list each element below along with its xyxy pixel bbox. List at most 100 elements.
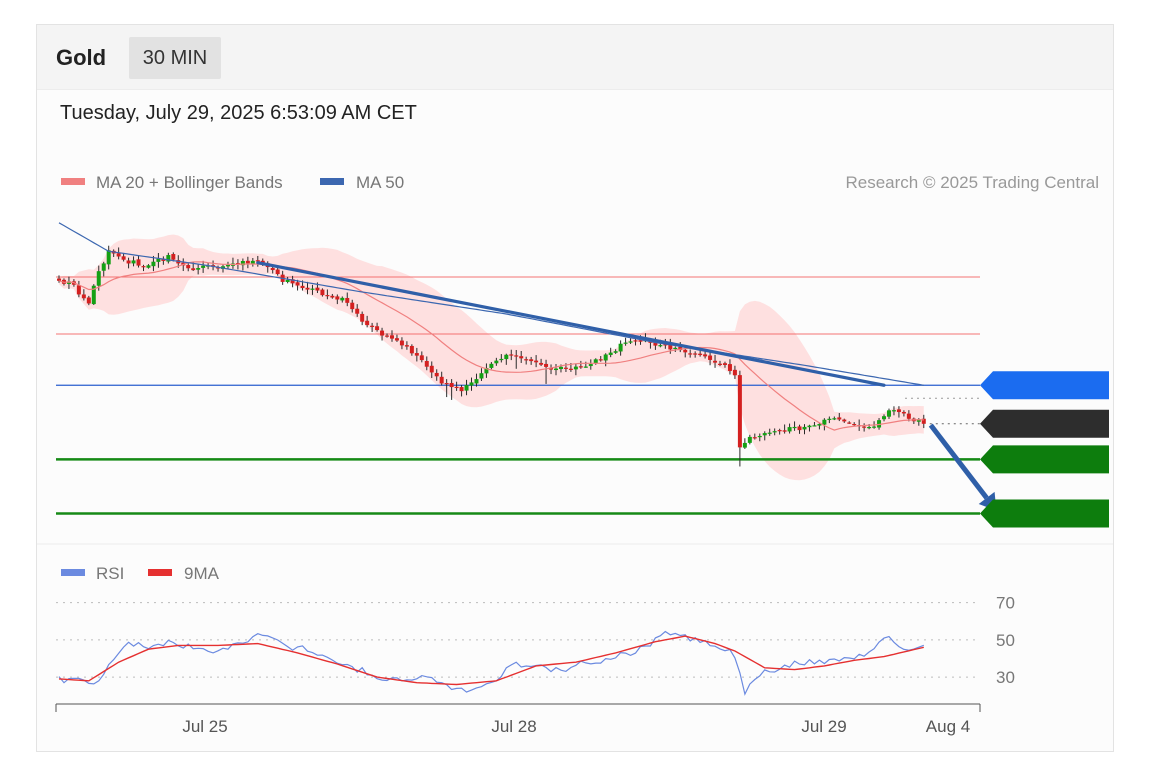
candle-body (737, 375, 742, 448)
price-candle (146, 264, 151, 269)
price-candle (285, 276, 290, 284)
price-candle (131, 256, 136, 267)
level-pivot-3327-00-tag (980, 371, 1109, 400)
candle-body (385, 335, 390, 337)
price-candle (891, 406, 896, 416)
price-candle (787, 423, 792, 434)
x-tick-label: Aug 4 (926, 717, 970, 736)
candle-body (524, 359, 529, 361)
price-candle (469, 377, 474, 391)
price-candle (57, 275, 61, 283)
candle-body (529, 359, 534, 362)
candle-body (355, 308, 360, 314)
candle-body (539, 362, 544, 365)
candle-body (375, 326, 380, 331)
price-candle (295, 279, 300, 291)
candle-body (499, 358, 504, 361)
candle-body (558, 366, 563, 370)
price-candle (186, 263, 191, 272)
candle-body (141, 266, 146, 268)
candle-body (186, 265, 191, 269)
price-candle (519, 350, 524, 363)
price-candle (588, 359, 593, 370)
price-candle (250, 257, 255, 267)
price-level-layer (56, 276, 980, 515)
price-candle (678, 342, 683, 353)
price-candle (817, 422, 822, 430)
price-candle (618, 340, 623, 356)
candle-body (797, 426, 802, 431)
rsi-ma-line (58, 635, 924, 686)
candle-body (901, 411, 906, 414)
candle-body (305, 287, 310, 290)
price-candle (201, 260, 206, 273)
candle-body (767, 432, 772, 434)
price-candle (305, 281, 310, 295)
price-candle (489, 362, 494, 370)
bollinger-band-layer (59, 234, 924, 481)
candle-body (260, 260, 265, 263)
candle-body (136, 259, 141, 266)
price-candle (713, 354, 718, 368)
price-candle (598, 356, 603, 362)
candle-body (101, 263, 106, 271)
candle-body (752, 437, 757, 439)
x-axis-layer: Jul 25 Jul 28 Jul 29 Aug 4 (55, 703, 981, 736)
price-candle (837, 412, 842, 422)
timeframe-badge[interactable]: 30 MIN (129, 37, 221, 79)
candle-body (578, 366, 583, 368)
candle-body (593, 359, 598, 364)
candle-body (131, 260, 136, 264)
price-candle (882, 414, 887, 422)
candle-body (96, 271, 101, 286)
candle-body (583, 366, 588, 368)
candle-body (474, 379, 479, 384)
price-candle (385, 333, 390, 338)
price-candle (166, 252, 171, 264)
candle-body (832, 418, 837, 420)
candle-body (444, 383, 449, 385)
price-candle (86, 295, 91, 306)
price-candle (762, 431, 767, 441)
candle-body (777, 430, 782, 432)
symbol-title: Gold (56, 45, 107, 70)
candle-body (151, 261, 156, 267)
candle-body (742, 442, 747, 448)
price-candle (623, 337, 628, 346)
candle-body (638, 340, 643, 342)
candle-body (350, 302, 355, 310)
candle-body (554, 368, 558, 371)
candle-body (663, 344, 668, 346)
price-candle (399, 337, 404, 350)
price-candle (693, 351, 698, 358)
candle-body (240, 261, 245, 266)
price-candle (752, 433, 757, 440)
price-candle (901, 410, 906, 417)
candle-body (822, 419, 827, 425)
price-candle (275, 266, 280, 276)
candle-body (340, 297, 345, 301)
candle-body (404, 345, 409, 347)
candle-body (882, 416, 887, 420)
candle-body (708, 355, 713, 360)
rsi-tick-50: 50 (996, 631, 1015, 650)
price-candle (136, 255, 141, 268)
price-candle (116, 247, 121, 260)
candle-body (688, 353, 693, 355)
candle-body (534, 360, 539, 363)
candle-body (862, 426, 867, 428)
candle-body (842, 419, 847, 422)
candle-body (156, 258, 161, 262)
candle-body (419, 355, 424, 361)
candle-body (683, 349, 688, 353)
price-candle (394, 334, 399, 342)
candle-body (494, 360, 499, 364)
candle-body (633, 340, 638, 342)
candle-body (121, 256, 126, 260)
candle-body (57, 278, 61, 281)
price-candle (380, 327, 385, 341)
price-candle (434, 369, 439, 381)
price-candle (742, 438, 747, 449)
candle-body (757, 435, 762, 438)
candle-body (623, 342, 628, 344)
